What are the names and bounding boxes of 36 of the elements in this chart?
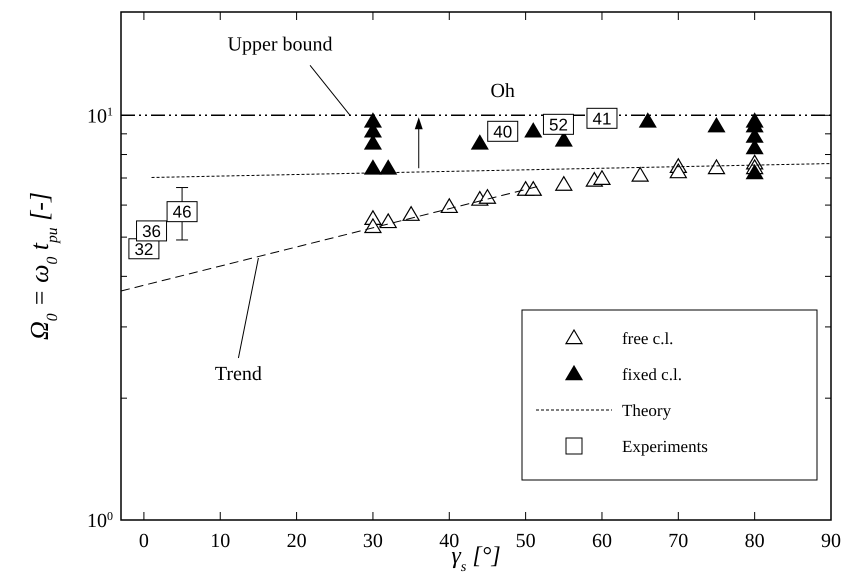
- point: [632, 166, 649, 182]
- point: [746, 164, 764, 180]
- point: [380, 160, 397, 175]
- legend-label: fixed c.l.: [622, 365, 682, 384]
- legend-label: Experiments: [622, 437, 708, 456]
- x-tick-label: 10: [210, 530, 230, 552]
- point: [380, 213, 397, 228]
- x-tick-label: 30: [362, 530, 383, 552]
- x-tick-label: 90: [821, 530, 841, 552]
- point: [593, 170, 611, 185]
- point: [471, 134, 488, 150]
- point: [708, 159, 726, 174]
- point: [478, 189, 496, 204]
- legend-label: free c.l.: [622, 329, 674, 348]
- point: [555, 176, 572, 191]
- point: [670, 163, 687, 178]
- point: [364, 160, 382, 175]
- legend-label: Theory: [622, 401, 672, 420]
- point: [440, 198, 458, 214]
- annotation: Trend: [214, 363, 262, 386]
- point: [524, 181, 542, 196]
- x-tick-label: 80: [744, 530, 765, 552]
- x-tick-label: 20: [286, 530, 307, 552]
- y-tick-label: 10$^{0}$: [87, 509, 113, 532]
- x-tick-label: 50: [516, 530, 536, 552]
- x-tick-label: 60: [592, 530, 612, 552]
- x-tick-label: 0: [138, 530, 149, 552]
- point: [639, 112, 656, 128]
- y-tick-label: 10$^{1}$: [87, 104, 113, 128]
- point: [402, 206, 420, 221]
- point: [708, 118, 726, 132]
- point: [364, 218, 382, 234]
- x-tick-label: 70: [668, 530, 688, 552]
- annotation: Oh: [490, 80, 515, 102]
- point: [524, 122, 542, 138]
- ref-line-label: Upper bound: [228, 33, 333, 56]
